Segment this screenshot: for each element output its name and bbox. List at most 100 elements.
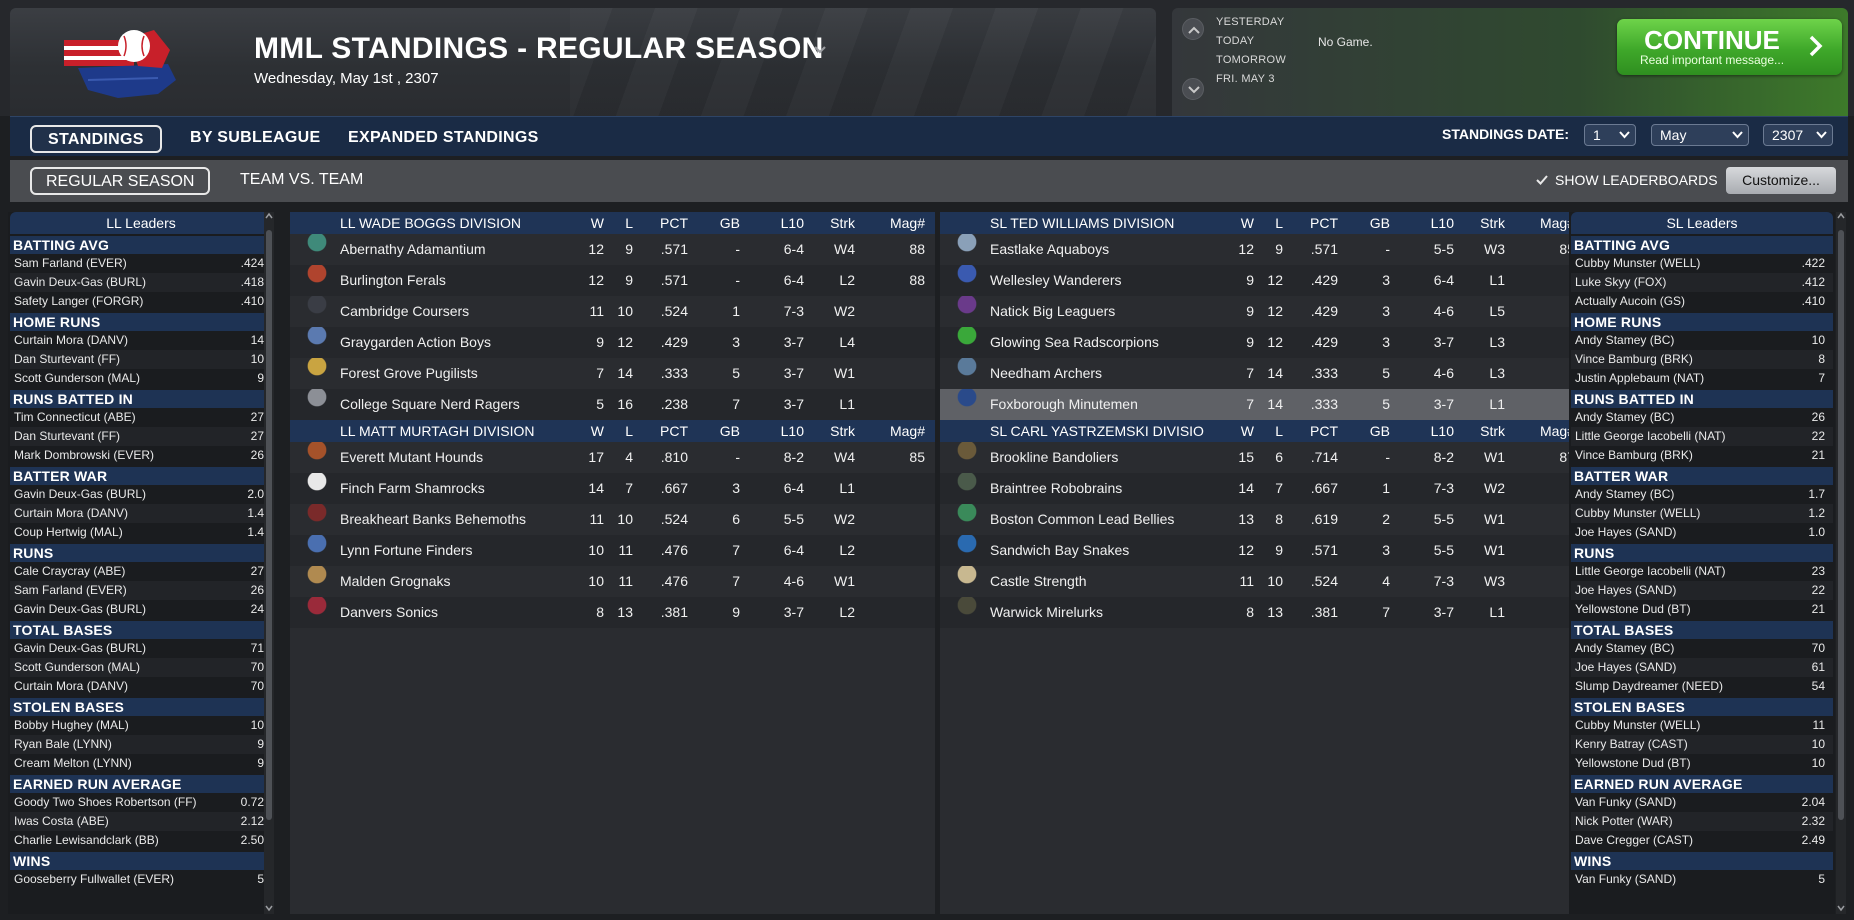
column-header-gb[interactable]: GB bbox=[1369, 423, 1390, 439]
leader-row[interactable]: Justin Applebaum (NAT) 7 bbox=[1571, 369, 1833, 388]
leader-row[interactable]: Dan Sturtevant (FF) 27 bbox=[10, 427, 272, 446]
leader-row[interactable]: Yellowstone Dud (BT) 10 bbox=[1571, 754, 1833, 773]
team-row[interactable]: Needham Archers 7 14 .333 5 4-6 L3 bbox=[940, 358, 1585, 389]
leader-row[interactable]: Goody Two Shoes Robertson (FF) 0.72 bbox=[10, 793, 272, 812]
standings-year-select[interactable]: 2307 bbox=[1763, 124, 1833, 146]
team-row[interactable]: Glowing Sea Radscorpions 9 12 .429 3 3-7 L3 bbox=[940, 327, 1585, 358]
team-row[interactable]: Sandwich Bay Snakes 12 9 .571 3 5-5 W1 bbox=[940, 535, 1585, 566]
team-name[interactable]: Breakheart Banks Behemoths bbox=[340, 511, 526, 527]
leader-row[interactable]: Safety Langer (FORGR) .410 bbox=[10, 292, 272, 311]
continue-button[interactable]: CONTINUE Read important message... bbox=[1617, 19, 1842, 75]
team-row[interactable]: Boston Common Lead Bellies 13 8 .619 2 5-5 W1 bbox=[940, 504, 1585, 535]
team-name[interactable]: Castle Strength bbox=[990, 573, 1087, 589]
column-header-pct[interactable]: PCT bbox=[1310, 215, 1338, 231]
team-name[interactable]: Lynn Fortune Finders bbox=[340, 542, 473, 558]
team-name[interactable]: Glowing Sea Radscorpions bbox=[990, 334, 1159, 350]
leader-row[interactable]: Cubby Munster (WELL) 1.2 bbox=[1571, 504, 1833, 523]
team-name[interactable]: Boston Common Lead Bellies bbox=[990, 511, 1175, 527]
leader-row[interactable]: Vince Bamburg (BRK) 21 bbox=[1571, 446, 1833, 465]
column-header-w[interactable]: W bbox=[1240, 423, 1254, 439]
leader-row[interactable]: Gavin Deux-Gas (BURL) .418 bbox=[10, 273, 272, 292]
leader-row[interactable]: Charlie Lewisandclark (BB) 2.50 bbox=[10, 831, 272, 850]
leader-row[interactable]: Bobby Hughey (MAL) 10 bbox=[10, 716, 272, 735]
column-header-w[interactable]: W bbox=[590, 423, 604, 439]
leader-row[interactable]: Curtain Mora (DANV) 14 bbox=[10, 331, 272, 350]
scroll-down-icon[interactable] bbox=[1837, 904, 1845, 912]
team-row[interactable]: Cambridge Coursers 11 10 .524 1 7-3 W2 bbox=[290, 296, 935, 327]
leader-row[interactable]: Tim Connecticut (ABE) 27 bbox=[10, 408, 272, 427]
leader-row[interactable]: Luke Skyy (FOX) .412 bbox=[1571, 273, 1833, 292]
leader-row[interactable]: Slump Daydreamer (NEED) 54 bbox=[1571, 677, 1833, 696]
column-header-l[interactable]: L bbox=[1275, 215, 1283, 231]
chevron-down-icon[interactable] bbox=[812, 42, 828, 58]
column-header-l10[interactable]: L10 bbox=[780, 423, 804, 439]
tab-by-subleague[interactable]: BY SUBLEAGUE bbox=[190, 129, 321, 146]
leader-row[interactable]: Little George Iacobelli (NAT) 22 bbox=[1571, 427, 1833, 446]
leader-row[interactable]: Joe Hayes (SAND) 22 bbox=[1571, 581, 1833, 600]
leader-row[interactable]: Ryan Bale (LYNN) 9 bbox=[10, 735, 272, 754]
leader-row[interactable]: Gavin Deux-Gas (BURL) 2.0 bbox=[10, 485, 272, 504]
team-row[interactable]: Breakheart Banks Behemoths 11 10 .524 6 5-5 W2 bbox=[290, 504, 935, 535]
leader-row[interactable]: Cale Craycray (ABE) 27 bbox=[10, 562, 272, 581]
column-header-strk[interactable]: Strk bbox=[830, 423, 855, 439]
ll-leaders-scrollbar[interactable] bbox=[264, 212, 274, 914]
team-row[interactable]: Castle Strength 11 10 .524 4 7-3 W3 bbox=[940, 566, 1585, 597]
team-name[interactable]: Eastlake Aquaboys bbox=[990, 241, 1110, 257]
team-row[interactable]: Everett Mutant Hounds 17 4 .810 - 8-2 W4 85 bbox=[290, 442, 935, 473]
team-row[interactable]: Malden Grognaks 10 11 .476 7 4-6 W1 bbox=[290, 566, 935, 597]
leader-row[interactable]: Andy Stamey (BC) 10 bbox=[1571, 331, 1833, 350]
team-row[interactable]: Abernathy Adamantium 12 9 .571 - 6-4 W4 88 bbox=[290, 234, 935, 265]
scroll-up-icon[interactable] bbox=[1837, 212, 1845, 220]
column-header-l10[interactable]: L10 bbox=[780, 215, 804, 231]
column-header-strk[interactable]: Strk bbox=[830, 215, 855, 231]
leader-row[interactable]: Scott Gunderson (MAL) 70 bbox=[10, 658, 272, 677]
column-header-w[interactable]: W bbox=[1240, 215, 1254, 231]
column-header-pct[interactable]: PCT bbox=[660, 215, 688, 231]
leader-row[interactable]: Nick Potter (WAR) 2.32 bbox=[1571, 812, 1833, 831]
column-header-l[interactable]: L bbox=[625, 215, 633, 231]
team-name[interactable]: Abernathy Adamantium bbox=[340, 241, 486, 257]
leader-row[interactable]: Gavin Deux-Gas (BURL) 24 bbox=[10, 600, 272, 619]
column-header-gb[interactable]: GB bbox=[719, 215, 740, 231]
team-name[interactable]: Foxborough Minutemen bbox=[990, 396, 1138, 412]
leader-row[interactable]: Gavin Deux-Gas (BURL) 71 bbox=[10, 639, 272, 658]
column-header-l[interactable]: L bbox=[625, 423, 633, 439]
leader-row[interactable]: Mark Dombrowski (EVER) 26 bbox=[10, 446, 272, 465]
team-name[interactable]: Sandwich Bay Snakes bbox=[990, 542, 1130, 558]
column-header-l[interactable]: L bbox=[1275, 423, 1283, 439]
team-row[interactable]: College Square Nerd Ragers 5 16 .238 7 3-7 L1 bbox=[290, 389, 935, 420]
leader-row[interactable]: Actually Aucoin (GS) .410 bbox=[1571, 292, 1833, 311]
team-name[interactable]: Needham Archers bbox=[990, 365, 1103, 381]
checkmark-icon[interactable] bbox=[1535, 173, 1549, 187]
column-header-l10[interactable]: L10 bbox=[1430, 215, 1454, 231]
leader-row[interactable]: Cubby Munster (WELL) .422 bbox=[1571, 254, 1833, 273]
team-name[interactable]: Everett Mutant Hounds bbox=[340, 449, 484, 465]
team-row[interactable]: Foxborough Minutemen 7 14 .333 5 3-7 L1 bbox=[940, 389, 1585, 420]
team-row[interactable]: Lynn Fortune Finders 10 11 .476 7 6-4 L2 bbox=[290, 535, 935, 566]
team-row[interactable]: Braintree Robobrains 14 7 .667 1 7-3 W2 bbox=[940, 473, 1585, 504]
leader-row[interactable]: Vince Bamburg (BRK) 8 bbox=[1571, 350, 1833, 369]
column-header-pct[interactable]: PCT bbox=[660, 423, 688, 439]
leader-row[interactable]: Curtain Mora (DANV) 70 bbox=[10, 677, 272, 696]
team-name[interactable]: Forest Grove Pugilists bbox=[340, 365, 478, 381]
team-row[interactable]: Wellesley Wanderers 9 12 .429 3 6-4 L1 bbox=[940, 265, 1585, 296]
leader-row[interactable]: Sam Farland (EVER) 26 bbox=[10, 581, 272, 600]
column-header-pct[interactable]: PCT bbox=[1310, 423, 1338, 439]
leader-row[interactable]: Cubby Munster (WELL) 11 bbox=[1571, 716, 1833, 735]
sl-leaders-scrollbar[interactable] bbox=[1836, 212, 1846, 914]
leader-row[interactable]: Andy Stamey (BC) 70 bbox=[1571, 639, 1833, 658]
tab-expanded-standings[interactable]: EXPANDED STANDINGS bbox=[348, 129, 539, 146]
scroll-up-icon[interactable] bbox=[265, 212, 273, 220]
scroll-down-icon[interactable] bbox=[265, 904, 273, 912]
leader-row[interactable]: Dan Sturtevant (FF) 10 bbox=[10, 350, 272, 369]
column-header-mag[interactable]: Mag# bbox=[1539, 215, 1575, 231]
column-header-l10[interactable]: L10 bbox=[1430, 423, 1454, 439]
leader-row[interactable]: Sam Farland (EVER) .424 bbox=[10, 254, 272, 273]
team-name[interactable]: College Square Nerd Ragers bbox=[340, 396, 520, 412]
column-header-w[interactable]: W bbox=[590, 215, 604, 231]
team-row[interactable]: Graygarden Action Boys 9 12 .429 3 3-7 L4 bbox=[290, 327, 935, 358]
team-name[interactable]: Wellesley Wanderers bbox=[990, 272, 1122, 288]
schedule-day-today[interactable]: TODAY bbox=[1216, 35, 1255, 47]
leader-row[interactable]: Joe Hayes (SAND) 61 bbox=[1571, 658, 1833, 677]
team-name[interactable]: Braintree Robobrains bbox=[990, 480, 1123, 496]
